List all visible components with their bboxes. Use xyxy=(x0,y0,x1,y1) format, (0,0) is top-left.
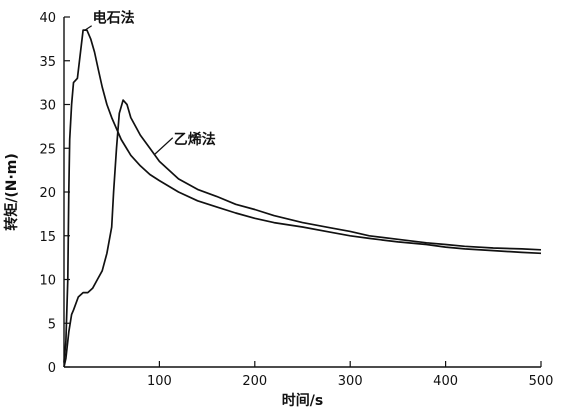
y-axis-title: 转矩/(N·m) xyxy=(3,153,20,231)
y-tick-label: 5 xyxy=(48,317,56,332)
y-tick-label: 15 xyxy=(39,230,56,245)
y-tick-label: 30 xyxy=(39,99,56,114)
y-tick-label: 35 xyxy=(39,55,56,70)
y-tick-label: 40 xyxy=(39,11,56,26)
series-line-calcium-carbide xyxy=(63,29,542,363)
y-tick-label: 0 xyxy=(48,361,56,376)
x-tick-label: 400 xyxy=(433,374,458,389)
y-tick-label: 25 xyxy=(39,142,56,157)
series-line-ethylene xyxy=(63,99,542,368)
series-label-leader xyxy=(154,137,174,155)
y-tick-label: 20 xyxy=(39,186,56,201)
series-label-leader xyxy=(84,25,92,31)
x-tick-label: 100 xyxy=(147,374,172,389)
x-axis-title: 时间/s xyxy=(282,392,323,409)
axes: 0 5 10 15 20 25 30 35 40 100 200 300 400 500 xyxy=(39,11,553,389)
x-tick-label: 200 xyxy=(242,374,267,389)
x-tick-label: 300 xyxy=(338,374,363,389)
series-label-ethylene: 乙烯法 xyxy=(174,131,216,148)
x-tick-label: 500 xyxy=(529,374,554,389)
series-layer xyxy=(63,25,542,368)
series-label-calcium-carbide: 电石法 xyxy=(93,9,135,26)
y-tick-label: 10 xyxy=(39,274,56,289)
